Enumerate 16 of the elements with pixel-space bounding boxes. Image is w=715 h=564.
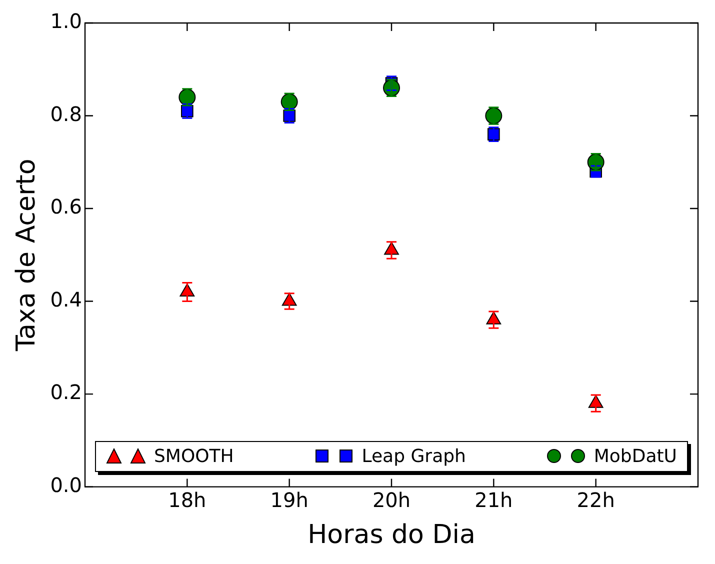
x-tick-label: 21h bbox=[474, 488, 513, 512]
legend-label: MobDatU bbox=[594, 446, 677, 467]
y-tick-label: 0.0 bbox=[50, 473, 82, 498]
y-axis-title: Taxa de Acerto bbox=[11, 158, 42, 352]
legend-label: Leap Graph bbox=[362, 446, 466, 467]
y-tick-label: 1.0 bbox=[50, 9, 82, 34]
y-tick-label: 0.4 bbox=[50, 287, 82, 312]
y-tick-label: 0.6 bbox=[50, 194, 82, 219]
legend-label: SMOOTH bbox=[154, 446, 234, 467]
y-tick-label: 0.2 bbox=[50, 380, 82, 404]
x-tick-label: 20h bbox=[372, 488, 411, 512]
y-tick-label: 0.8 bbox=[50, 102, 82, 126]
x-axis-title: Horas do Dia bbox=[308, 520, 476, 550]
x-tick-label: 22h bbox=[576, 488, 615, 512]
x-tick-label: 18h bbox=[168, 488, 206, 512]
x-tick-label: 19h bbox=[270, 488, 308, 512]
